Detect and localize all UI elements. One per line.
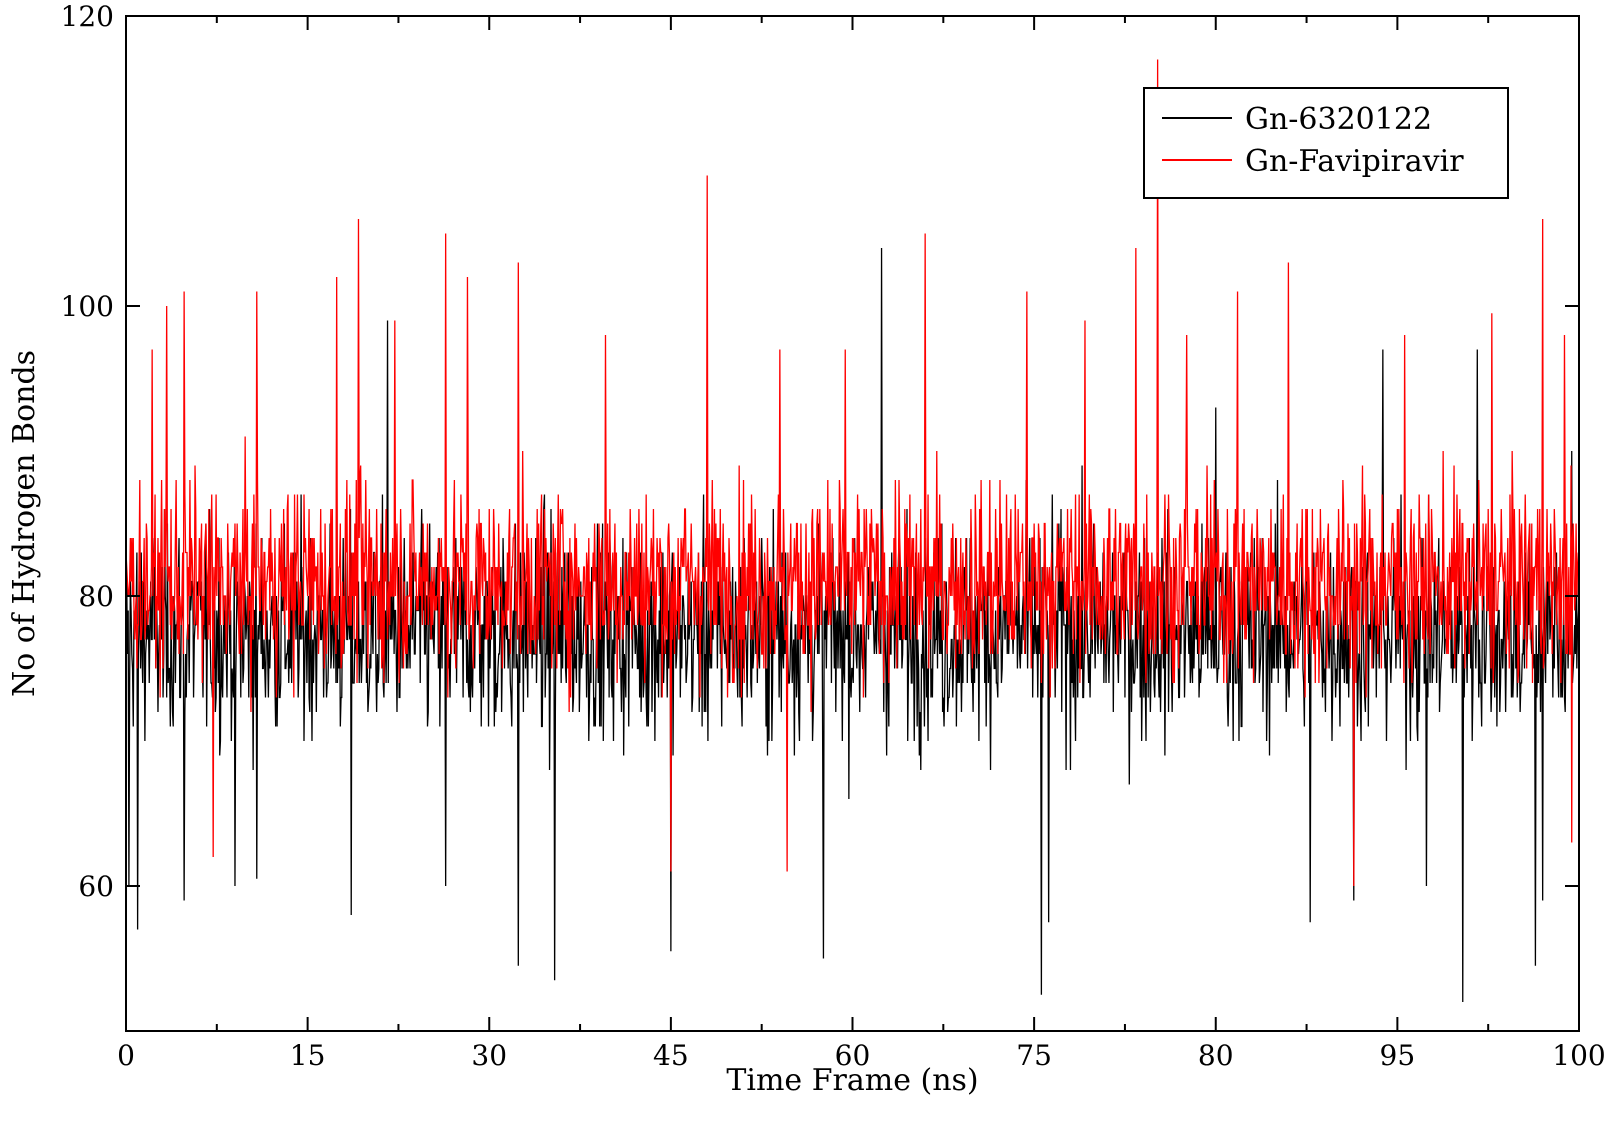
ticks-layer: [125, 15, 1580, 1031]
legend-label-gn-6320122: Gn-6320122: [1245, 102, 1432, 137]
tick-labels-layer: 0 15 30 45 60 75 80 95 100 60 80 100 120: [61, 0, 1606, 1072]
x-tick-label: 15: [290, 1039, 326, 1072]
x-tick-label: 80: [1198, 1039, 1234, 1072]
y-axis-title: No of Hydrogen Bonds: [7, 350, 42, 697]
x-tick-label: 45: [653, 1039, 689, 1072]
series-line-gn-favipiravir: [125, 59, 1580, 887]
x-axis-title: Time Frame (ns): [726, 1063, 978, 1098]
y-tick-label: 60: [78, 870, 114, 903]
legend-label-gn-favipiravir: Gn-Favipiravir: [1245, 144, 1464, 179]
legend-box: [1143, 87, 1509, 199]
x-tick-label: 95: [1380, 1039, 1416, 1072]
y-tick-label: 80: [78, 580, 114, 613]
series-layer: [125, 59, 1580, 1003]
series-line-gn-6320122: [125, 247, 1580, 1003]
x-tick-label: 0: [117, 1039, 135, 1072]
x-tick-label: 75: [1016, 1039, 1052, 1072]
y-tick-label: 100: [61, 290, 114, 323]
legend: Gn-6320122 Gn-Favipiravir: [1143, 87, 1509, 199]
x-tick-label: 30: [471, 1039, 507, 1072]
y-tick-label: 120: [61, 0, 114, 33]
x-tick-label: 100: [1552, 1039, 1605, 1072]
x-tick-label: 60: [835, 1039, 871, 1072]
